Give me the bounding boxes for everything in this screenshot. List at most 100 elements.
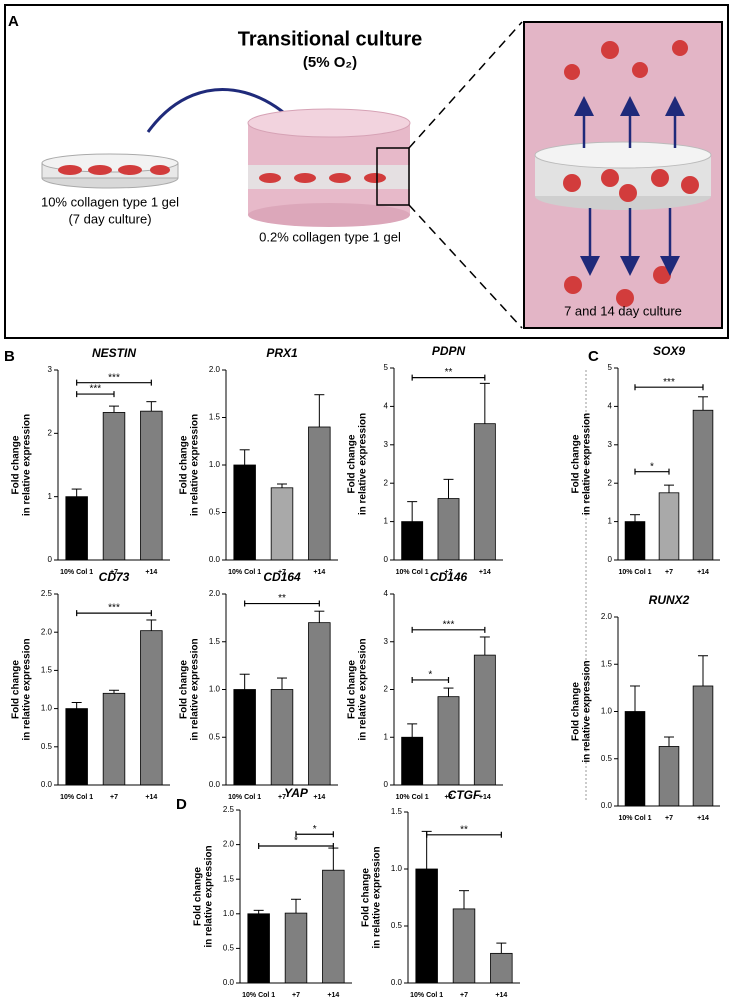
significance-bracket <box>411 676 450 683</box>
bar <box>65 708 88 786</box>
y-axis-label: in relative expression <box>22 414 33 516</box>
x-tick-label: 10% Col 1 <box>228 794 261 801</box>
bar <box>658 492 680 561</box>
bar <box>624 711 646 807</box>
panel-label: A <box>8 13 19 30</box>
bar <box>247 913 270 984</box>
y-tick-label: 1 <box>384 517 389 526</box>
y-tick-label: 2.0 <box>209 589 221 598</box>
zoom-panel <box>523 21 723 329</box>
significance-label: *** <box>663 377 675 388</box>
y-axis-label: in relative expression <box>582 660 593 762</box>
x-tick-label: +7 <box>278 569 286 576</box>
y-axis-label: Fold change <box>347 434 358 493</box>
left-gel-days: (7 day culture) <box>68 211 151 226</box>
y-axis-label: Fold change <box>361 868 372 927</box>
x-tick-label: 10% Col 1 <box>410 992 443 999</box>
y-tick-label: 0.5 <box>391 921 403 930</box>
y-tick-label: 2.0 <box>601 612 613 621</box>
y-axis-label: in relative expression <box>358 413 369 515</box>
panel-label: D <box>176 796 187 813</box>
x-tick-label: +14 <box>327 992 339 999</box>
y-tick-label: 1.0 <box>209 460 221 469</box>
y-tick-label: 5 <box>384 363 389 372</box>
chart-title: CTGF <box>448 788 481 802</box>
y-tick-label: 2 <box>608 478 613 487</box>
significance-bracket <box>411 374 486 381</box>
x-tick-label: +7 <box>110 794 118 801</box>
chart-title: PDPN <box>432 344 466 358</box>
y-tick-label: 3 <box>48 365 53 374</box>
y-tick-label: 1.5 <box>209 413 221 422</box>
y-axis-label: Fold change <box>11 660 22 719</box>
significance-bracket <box>295 831 334 838</box>
significance-bracket <box>258 842 334 849</box>
significance-bracket <box>244 600 320 607</box>
y-tick-label: 0.5 <box>41 742 53 751</box>
significance-label: * <box>650 461 654 472</box>
x-tick-label: 10% Col 1 <box>60 794 93 801</box>
y-tick-label: 0 <box>608 555 613 564</box>
y-tick-label: 0 <box>384 780 389 789</box>
y-tick-label: 1.0 <box>209 685 221 694</box>
x-tick-label: 10% Col 1 <box>242 992 275 999</box>
x-tick-label: +14 <box>313 794 325 801</box>
y-tick-label: 3 <box>384 637 389 646</box>
zoom-line <box>408 21 523 149</box>
significance-label: *** <box>89 384 101 395</box>
right-caption: 7 and 14 day culture <box>564 303 682 318</box>
significance-bracket <box>426 831 502 838</box>
x-tick-label: 10% Col 1 <box>396 569 429 576</box>
y-tick-label: 2.5 <box>223 805 235 814</box>
x-tick-label: +14 <box>479 569 491 576</box>
y-axis-label: Fold change <box>179 660 190 719</box>
bar <box>401 521 424 561</box>
bar <box>490 952 513 984</box>
y-axis-label: in relative expression <box>358 638 369 740</box>
x-tick-label: +14 <box>697 815 709 822</box>
chart-title: RUNX2 <box>649 593 690 607</box>
x-tick-label: +14 <box>313 569 325 576</box>
y-tick-label: 1 <box>608 517 613 526</box>
significance-bracket <box>76 391 115 398</box>
significance-label: ** <box>445 367 453 378</box>
x-tick-label: +7 <box>292 992 300 999</box>
y-tick-label: 0.5 <box>209 732 221 741</box>
illustration-title: Transitional culture <box>238 28 422 50</box>
chart-title: CD164 <box>263 570 301 584</box>
panel-frame <box>4 4 729 339</box>
y-axis-label: Fold change <box>571 434 582 493</box>
panel-label: C <box>588 348 599 365</box>
y-tick-label: 0.0 <box>209 555 221 564</box>
y-tick-label: 2.0 <box>41 627 53 636</box>
significance-bracket <box>76 379 152 386</box>
chart-title: SOX9 <box>653 344 685 358</box>
significance-label: * <box>294 836 298 847</box>
middle-cylinder <box>247 108 411 227</box>
y-tick-label: 1 <box>384 732 389 741</box>
y-axis-label: Fold change <box>347 660 358 719</box>
x-tick-label: +7 <box>665 815 673 822</box>
x-tick-label: 10% Col 1 <box>618 815 651 822</box>
y-tick-label: 1.0 <box>223 909 235 918</box>
left-gel-label: 10% collagen type 1 gel <box>41 194 179 209</box>
bar <box>233 464 256 561</box>
bar <box>437 696 460 786</box>
bar <box>102 692 126 786</box>
y-axis-label: in relative expression <box>204 845 215 947</box>
x-tick-label: +14 <box>697 569 709 576</box>
y-tick-label: 2.0 <box>223 840 235 849</box>
y-tick-label: 0.5 <box>209 508 221 517</box>
x-tick-label: +7 <box>445 794 453 801</box>
x-tick-label: +7 <box>445 569 453 576</box>
bar <box>624 521 646 561</box>
bar <box>140 630 163 786</box>
y-tick-label: 4 <box>384 402 389 411</box>
x-tick-label: 10% Col 1 <box>228 569 261 576</box>
y-tick-label: 1.0 <box>41 704 53 713</box>
y-tick-label: 0.0 <box>601 801 613 810</box>
bar <box>692 409 714 561</box>
y-tick-label: 1.0 <box>391 864 403 873</box>
y-tick-label: 3 <box>384 440 389 449</box>
